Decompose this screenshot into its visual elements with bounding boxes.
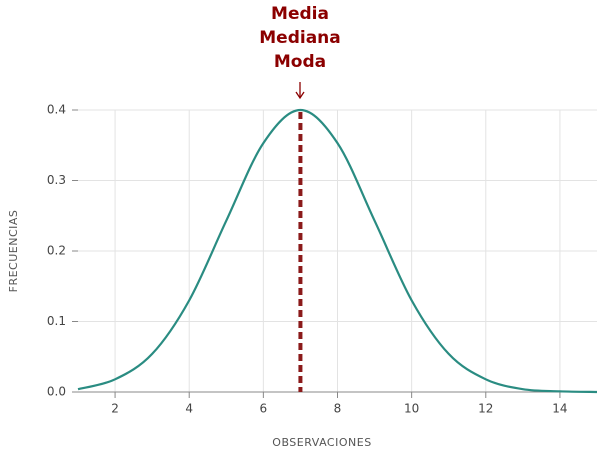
y-axis-title: FRECUENCIAS — [7, 210, 20, 293]
x-tick-label: 6 — [260, 402, 268, 416]
x-tick-label: 4 — [185, 402, 193, 416]
annotation-text: Mediana — [259, 28, 341, 48]
y-tick-label: 0.0 — [47, 385, 66, 399]
y-tick-label: 0.4 — [47, 103, 66, 117]
x-tick-label: 14 — [552, 402, 567, 416]
y-tick-label: 0.1 — [47, 314, 66, 328]
x-tick-label: 12 — [478, 402, 493, 416]
x-tick-label: 8 — [334, 402, 342, 416]
x-tick-label: 10 — [404, 402, 419, 416]
x-tick-label: 2 — [111, 402, 119, 416]
annotation-text: Moda — [274, 52, 326, 72]
x-axis-title: OBSERVACIONES — [272, 436, 371, 449]
y-tick-label: 0.2 — [47, 244, 66, 258]
data-line — [77, 108, 598, 394]
y-tick-label: 0.3 — [47, 173, 66, 187]
annotation-arrowhead — [295, 91, 305, 100]
annotation-text: Media — [271, 4, 329, 24]
